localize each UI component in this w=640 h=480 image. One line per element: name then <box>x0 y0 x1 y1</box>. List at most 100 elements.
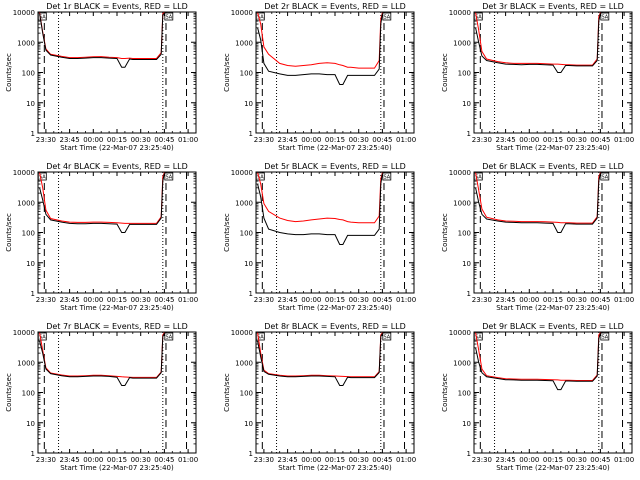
x-tick-label: 00:00 <box>83 296 103 304</box>
x-tick-label: 00:45 <box>590 456 610 464</box>
panel-title: Det 9r BLACK = Events, RED = LLD <box>482 322 624 331</box>
x-tick-label: 00:45 <box>372 456 392 464</box>
y-tick-label: 1000 <box>17 39 35 47</box>
sa-marker-label: SA <box>39 335 46 341</box>
y-tick-label: 10 <box>462 260 471 268</box>
lld-series-line <box>39 332 165 378</box>
x-tick-label: 00:45 <box>372 296 392 304</box>
y-tick-label: 1 <box>249 130 253 138</box>
x-tick-label: 00:30 <box>567 136 587 144</box>
y-tick-label: 10000 <box>449 169 471 177</box>
y-tick-label: 10000 <box>231 329 253 337</box>
y-tick-label: 10 <box>244 100 253 108</box>
lld-series-line <box>475 12 601 66</box>
y-tick-label: 1 <box>467 450 471 458</box>
y-tick-label: 1 <box>249 450 253 458</box>
x-tick-label: 23:30 <box>472 456 492 464</box>
events-series-line <box>39 333 165 386</box>
lld-series-line <box>257 332 383 378</box>
lld-series-line <box>475 332 601 381</box>
x-tick-label: 00:30 <box>131 296 151 304</box>
sa-box-marker <box>473 172 483 181</box>
y-tick-label: 100 <box>22 70 35 78</box>
y-tick-label: 10 <box>26 420 35 428</box>
y-tick-label: 10000 <box>13 9 35 17</box>
x-tick-label: 23:45 <box>60 456 80 464</box>
sa-box-marker <box>255 172 265 181</box>
y-tick-label: 1000 <box>453 199 471 207</box>
sa-box-marker <box>382 172 392 181</box>
x-axis-title: Start Time (22-Mar-07 23:25:40) <box>60 144 174 152</box>
x-tick-label: 23:30 <box>254 136 274 144</box>
sa-box-marker <box>164 172 174 181</box>
y-tick-label: 10 <box>244 420 253 428</box>
y-tick-label: 10000 <box>231 9 253 17</box>
x-tick-label: 00:30 <box>131 456 151 464</box>
y-tick-label: 10000 <box>13 329 35 337</box>
detector-panel-6: Det 6r BLACK = Events, RED = LLD 1 10 100 10… <box>441 162 634 312</box>
x-tick-label: 23:30 <box>254 296 274 304</box>
sa-marker-label: SA <box>39 175 46 181</box>
x-tick-label: 00:15 <box>325 296 345 304</box>
sa-box-marker <box>37 12 47 21</box>
sa-marker-label: SA <box>475 335 482 341</box>
detector-panel-5: Det 5r BLACK = Events, RED = LLD 1 10 100 10… <box>223 162 416 312</box>
x-axis-title: Start Time (22-Mar-07 23:25:40) <box>496 144 610 152</box>
y-tick-label: 10 <box>26 260 35 268</box>
y-tick-label: 1000 <box>235 199 253 207</box>
x-tick-label: 23:45 <box>278 456 298 464</box>
lld-series-line <box>257 172 383 224</box>
x-tick-label: 00:15 <box>543 296 563 304</box>
y-tick-label: 10000 <box>449 329 471 337</box>
sa-marker-label: SA <box>257 335 264 341</box>
y-axis-title: Counts/sec <box>223 213 231 252</box>
x-tick-label: 00:00 <box>519 456 539 464</box>
x-tick-label: 23:45 <box>496 456 516 464</box>
panel-title: Det 6r BLACK = Events, RED = LLD <box>482 162 624 171</box>
x-tick-label: 23:30 <box>36 136 56 144</box>
y-tick-label: 1000 <box>17 359 35 367</box>
x-tick-label: 00:00 <box>519 296 539 304</box>
x-tick-label: 23:30 <box>254 456 274 464</box>
panel-title: Det 1r BLACK = Events, RED = LLD <box>46 2 188 11</box>
x-tick-label: 00:15 <box>107 136 127 144</box>
x-tick-label: 23:30 <box>36 296 56 304</box>
y-tick-label: 1000 <box>453 39 471 47</box>
sa-box-marker <box>473 332 483 341</box>
y-axis-title: Counts/sec <box>223 373 231 412</box>
y-axis-title: Counts/sec <box>441 373 449 412</box>
x-axis-title: Start Time (22-Mar-07 23:25:40) <box>278 304 392 312</box>
x-tick-label: 00:30 <box>567 456 587 464</box>
x-tick-label: 23:30 <box>472 296 492 304</box>
detector-panel-4: Det 4r BLACK = Events, RED = LLD 1 10 100 10… <box>5 162 198 312</box>
y-tick-label: 1 <box>467 130 471 138</box>
events-series-line <box>257 173 383 245</box>
x-tick-label: 00:30 <box>567 296 587 304</box>
x-tick-label: 00:00 <box>301 136 321 144</box>
x-tick-label: 23:45 <box>496 136 516 144</box>
x-tick-label: 00:00 <box>301 456 321 464</box>
x-axis-title: Start Time (22-Mar-07 23:25:40) <box>496 304 610 312</box>
lld-series-line <box>257 12 383 69</box>
panel-title: Det 8r BLACK = Events, RED = LLD <box>264 322 406 331</box>
detector-panel-1: Det 1r BLACK = Events, RED = LLD 1 10 100 10… <box>5 2 198 152</box>
sa-box-marker <box>164 12 174 21</box>
sa-box-marker <box>37 332 47 341</box>
y-tick-label: 1 <box>31 130 35 138</box>
x-tick-label: 00:15 <box>325 136 345 144</box>
panel-title: Det 7r BLACK = Events, RED = LLD <box>46 322 188 331</box>
panel-title: Det 4r BLACK = Events, RED = LLD <box>46 162 188 171</box>
x-tick-label: 00:15 <box>107 456 127 464</box>
x-tick-label: 00:45 <box>154 456 174 464</box>
sa-marker-label: SA <box>165 175 172 181</box>
y-tick-label: 10 <box>462 420 471 428</box>
y-tick-label: 10 <box>462 100 471 108</box>
y-tick-label: 1 <box>31 290 35 298</box>
y-tick-label: 10000 <box>13 169 35 177</box>
events-series-line <box>257 13 383 85</box>
x-tick-label: 01:00 <box>396 136 416 144</box>
detector-panel-3: Det 3r BLACK = Events, RED = LLD 1 10 100 10… <box>441 2 634 152</box>
sa-marker-label: SA <box>601 335 608 341</box>
